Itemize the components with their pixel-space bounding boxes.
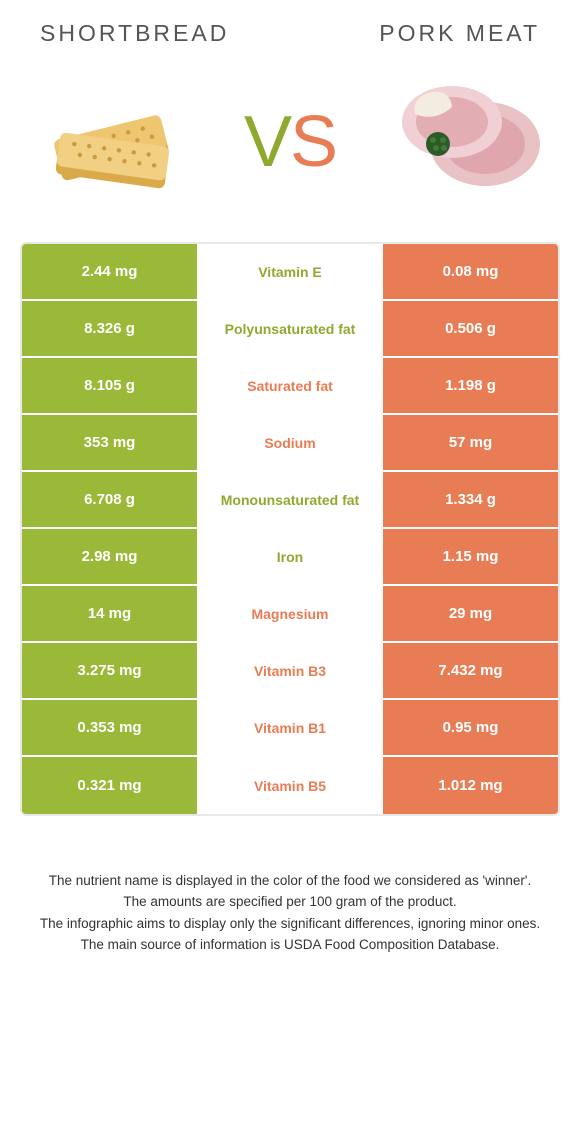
nutrient-label: Iron	[197, 529, 383, 584]
right-value: 7.432 mg	[383, 643, 558, 698]
comparison-table: 2.44 mgVitamin E0.08 mg8.326 gPolyunsatu…	[20, 242, 560, 816]
shortbread-image	[30, 77, 190, 207]
right-value: 0.95 mg	[383, 700, 558, 755]
table-row: 14 mgMagnesium29 mg	[22, 586, 558, 643]
right-value: 29 mg	[383, 586, 558, 641]
pork-image	[390, 77, 550, 207]
left-value: 8.326 g	[22, 301, 197, 356]
nutrient-label: Saturated fat	[197, 358, 383, 413]
right-value: 1.198 g	[383, 358, 558, 413]
left-value: 6.708 g	[22, 472, 197, 527]
nutrient-label: Sodium	[197, 415, 383, 470]
left-value: 2.44 mg	[22, 244, 197, 299]
right-value: 1.012 mg	[383, 757, 558, 814]
table-row: 8.105 gSaturated fat1.198 g	[22, 358, 558, 415]
footnote-line: The infographic aims to display only the…	[30, 914, 550, 934]
left-value: 2.98 mg	[22, 529, 197, 584]
table-row: 8.326 gPolyunsaturated fat0.506 g	[22, 301, 558, 358]
header: Shortbread Pork meat	[20, 20, 560, 57]
nutrient-label: Vitamin B1	[197, 700, 383, 755]
table-row: 0.321 mgVitamin B51.012 mg	[22, 757, 558, 814]
right-value: 0.506 g	[383, 301, 558, 356]
footnote-line: The nutrient name is displayed in the co…	[30, 871, 550, 891]
right-value: 1.334 g	[383, 472, 558, 527]
footnote-line: The main source of information is USDA F…	[30, 935, 550, 955]
nutrient-label: Magnesium	[197, 586, 383, 641]
left-value: 0.321 mg	[22, 757, 197, 814]
left-value: 8.105 g	[22, 358, 197, 413]
left-value: 353 mg	[22, 415, 197, 470]
right-value: 0.08 mg	[383, 244, 558, 299]
vs-row: VS	[20, 57, 560, 242]
right-value: 1.15 mg	[383, 529, 558, 584]
footnote-line: The amounts are specified per 100 gram o…	[30, 892, 550, 912]
right-food-title: Pork meat	[379, 20, 540, 47]
table-row: 353 mgSodium57 mg	[22, 415, 558, 472]
left-value: 0.353 mg	[22, 700, 197, 755]
table-row: 6.708 gMonounsaturated fat1.334 g	[22, 472, 558, 529]
table-row: 0.353 mgVitamin B10.95 mg	[22, 700, 558, 757]
nutrient-label: Polyunsaturated fat	[197, 301, 383, 356]
vs-v: V	[244, 102, 290, 182]
table-row: 3.275 mgVitamin B37.432 mg	[22, 643, 558, 700]
footnotes: The nutrient name is displayed in the co…	[20, 816, 560, 955]
nutrient-label: Vitamin B3	[197, 643, 383, 698]
nutrient-label: Vitamin B5	[197, 757, 383, 814]
vs-label: VS	[244, 106, 336, 178]
table-row: 2.98 mgIron1.15 mg	[22, 529, 558, 586]
left-value: 3.275 mg	[22, 643, 197, 698]
right-value: 57 mg	[383, 415, 558, 470]
nutrient-label: Monounsaturated fat	[197, 472, 383, 527]
table-row: 2.44 mgVitamin E0.08 mg	[22, 244, 558, 301]
left-value: 14 mg	[22, 586, 197, 641]
left-food-title: Shortbread	[40, 20, 229, 47]
vs-s: S	[290, 102, 336, 182]
nutrient-label: Vitamin E	[197, 244, 383, 299]
